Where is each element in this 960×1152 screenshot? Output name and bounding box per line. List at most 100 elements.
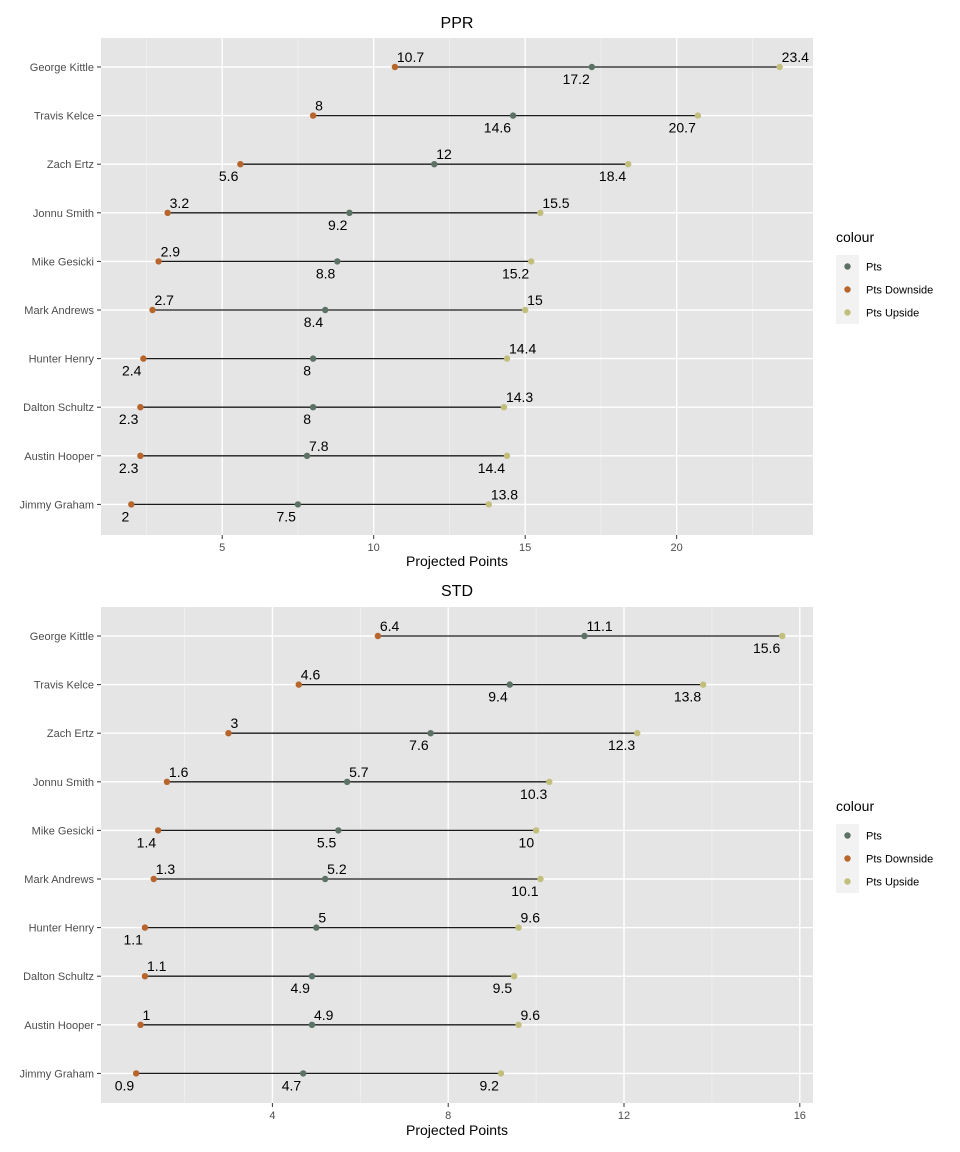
point-pts-downside <box>149 306 156 314</box>
legend-label: Pts Upside <box>866 308 919 320</box>
x-tick-label: 16 <box>794 1110 806 1122</box>
point-pts-downside <box>155 258 162 265</box>
point-pts-downside <box>295 681 302 688</box>
legend-label: Pts <box>866 262 882 274</box>
data-label-pts: 9.2 <box>328 217 348 233</box>
data-label-pts: 7.6 <box>409 737 429 753</box>
point-pts-downside <box>140 355 147 362</box>
x-tick-label: 4 <box>269 1110 275 1122</box>
data-label-pts-downside: 6.4 <box>380 618 400 634</box>
point-pts-upside <box>521 306 529 314</box>
point-pts <box>431 161 438 168</box>
data-label-pts-upside: 20.7 <box>669 120 696 136</box>
point-pts-upside <box>503 452 511 459</box>
point-pts-upside <box>515 924 522 931</box>
y-tick-label: Zach Ertz <box>47 159 94 171</box>
legend-swatch <box>844 832 851 839</box>
point-pts-upside <box>537 209 544 216</box>
data-label-pts: 14.6 <box>484 120 511 136</box>
point-pts-upside <box>633 730 641 737</box>
y-tick-label: Jonnu Smith <box>33 208 94 220</box>
legend-label: Pts Downside <box>866 854 933 866</box>
chart-title: STD <box>441 583 473 600</box>
x-axis-title: Projected Points <box>406 1122 508 1138</box>
data-label-pts-downside: 1.4 <box>137 834 157 850</box>
data-label-pts-upside: 15.2 <box>502 265 529 281</box>
data-label-pts: 5.2 <box>327 861 347 877</box>
point-pts-upside <box>624 161 632 168</box>
y-tick-label: Hunter Henry <box>29 923 95 935</box>
legend-label: Pts <box>866 831 882 843</box>
data-label-pts: 17.2 <box>563 71 590 87</box>
y-tick-label: Zach Ertz <box>47 728 94 740</box>
plot-panel <box>101 38 813 535</box>
point-pts <box>335 827 342 834</box>
data-label-pts: 9.4 <box>488 689 508 705</box>
data-label-pts-upside: 13.8 <box>674 689 701 705</box>
y-tick-label: Jimmy Graham <box>19 499 94 511</box>
data-label-pts-downside: 1.6 <box>169 764 189 780</box>
data-label-pts-upside: 9.2 <box>479 1077 499 1093</box>
data-label-pts: 8 <box>303 363 311 379</box>
point-pts-downside <box>137 452 144 459</box>
point-pts <box>313 924 320 931</box>
data-label-pts-upside: 15.6 <box>753 640 780 656</box>
data-label-pts-downside: 2 <box>122 508 130 524</box>
data-label-pts-downside: 2.3 <box>119 411 139 427</box>
data-label-pts-upside: 12.3 <box>608 737 635 753</box>
point-pts-downside <box>150 875 157 883</box>
point-pts-downside <box>141 973 149 980</box>
legend-swatch <box>844 309 851 316</box>
data-label-pts-upside: 15 <box>527 292 543 308</box>
point-pts-downside <box>163 778 171 785</box>
data-label-pts: 4.7 <box>282 1077 302 1093</box>
data-label-pts-upside: 14.3 <box>506 389 533 405</box>
data-label-pts-upside: 18.4 <box>599 168 626 184</box>
y-tick-label: Jonnu Smith <box>33 777 94 789</box>
data-label-pts-upside: 13.8 <box>491 486 518 502</box>
data-label-pts-upside: 10 <box>519 834 535 850</box>
point-pts-downside <box>128 501 135 508</box>
point-pts-upside <box>532 827 540 834</box>
point-pts <box>427 730 434 737</box>
data-label-pts: 7.5 <box>276 508 296 524</box>
chart-title: PPR <box>441 15 474 32</box>
data-label-pts-upside: 9.6 <box>521 910 541 926</box>
point-pts-upside <box>776 63 783 71</box>
point-pts-upside <box>694 112 702 119</box>
point-pts <box>321 875 329 883</box>
point-pts <box>506 681 513 688</box>
y-tick-label: Dalton Schultz <box>23 402 94 414</box>
point-pts <box>581 632 588 640</box>
data-label-pts-downside: 1 <box>143 1007 151 1023</box>
point-pts-downside <box>237 161 244 168</box>
legend-swatch <box>844 263 851 270</box>
legend-title: colour <box>836 229 874 245</box>
data-label-pts-downside: 1.1 <box>147 958 167 974</box>
point-pts-downside <box>391 63 399 71</box>
data-label-pts-downside: 2.7 <box>155 292 175 308</box>
data-label-pts-upside: 10.1 <box>511 883 538 899</box>
point-pts-downside <box>132 1070 140 1077</box>
data-label-pts: 8.4 <box>304 314 324 330</box>
data-label-pts-downside: 8 <box>315 98 323 114</box>
legend-title: colour <box>836 798 874 814</box>
legend: colour Pts Pts Downside Pts Upside <box>836 798 933 893</box>
y-tick-label: Austin Hooper <box>24 1020 94 1032</box>
data-label-pts-downside: 3 <box>230 715 238 731</box>
legend-label: Pts Downside <box>866 285 933 297</box>
data-label-pts-upside: 23.4 <box>782 49 809 65</box>
point-pts-upside <box>528 258 535 265</box>
point-pts-downside <box>154 827 162 834</box>
data-label-pts: 7.8 <box>309 438 329 454</box>
y-tick-label: Mike Gesicki <box>32 256 94 268</box>
data-label-pts: 5.7 <box>349 764 369 780</box>
chart-2: STD 4 8 12 16 Projected Points George Kittle Tr… <box>19 583 933 1138</box>
point-pts-upside <box>546 778 553 785</box>
point-pts <box>334 258 341 265</box>
data-label-pts-upside: 10.3 <box>520 786 547 802</box>
data-label-pts: 4.9 <box>290 980 310 996</box>
y-tick-label: Austin Hooper <box>24 451 94 463</box>
data-label-pts-downside: 1.1 <box>123 932 143 948</box>
point-pts <box>322 306 329 314</box>
